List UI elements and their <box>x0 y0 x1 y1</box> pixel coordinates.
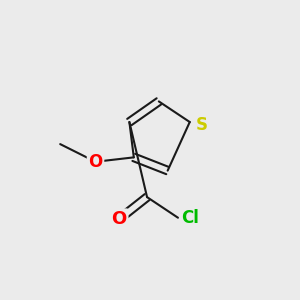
Text: S: S <box>196 116 208 134</box>
Text: Cl: Cl <box>181 209 199 227</box>
Text: O: O <box>112 210 127 228</box>
Text: O: O <box>88 153 103 171</box>
